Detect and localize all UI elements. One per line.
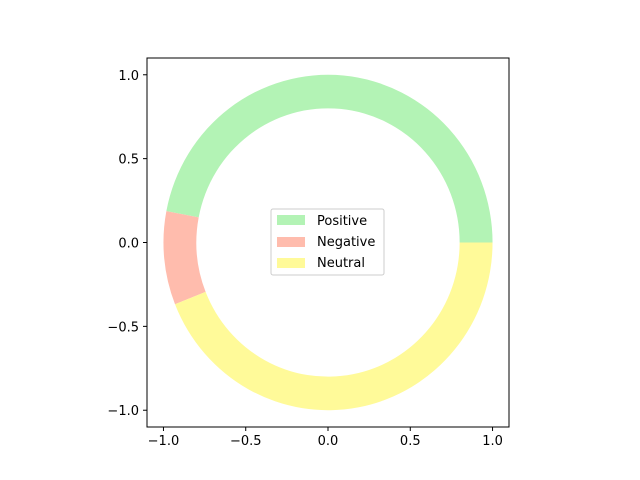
y-tick-label: −1.0: [107, 404, 139, 419]
x-tick-label: 0.0: [318, 434, 339, 449]
legend-label-negative: Negative: [317, 235, 375, 250]
y-tick-label: 0.0: [118, 237, 139, 252]
y-tick-label: 1.0: [118, 69, 139, 84]
slice-neutral: [175, 242, 493, 411]
x-tick-label: −1.0: [148, 434, 180, 449]
legend-swatch-positive: [277, 215, 305, 225]
slice-positive: [166, 74, 493, 243]
legend-label-positive: Positive: [317, 214, 367, 229]
y-tick-label: −0.5: [107, 320, 139, 335]
x-axis-ticks: −1.0 −0.5 0.0 0.5 1.0: [148, 427, 503, 449]
legend-swatch-neutral: [277, 258, 305, 268]
y-axis-ticks: −1.0 −0.5 0.0 0.5 1.0: [107, 69, 147, 419]
legend-swatch-negative: [277, 237, 305, 247]
slice-negative: [163, 211, 206, 305]
x-tick-label: −0.5: [230, 434, 262, 449]
legend-label-neutral: Neutral: [317, 256, 365, 271]
donut-slices: [163, 74, 493, 411]
y-tick-label: 0.5: [118, 153, 139, 168]
x-tick-label: 0.5: [400, 434, 421, 449]
x-tick-label: 1.0: [482, 434, 503, 449]
legend: Positive Negative Neutral: [270, 208, 385, 276]
